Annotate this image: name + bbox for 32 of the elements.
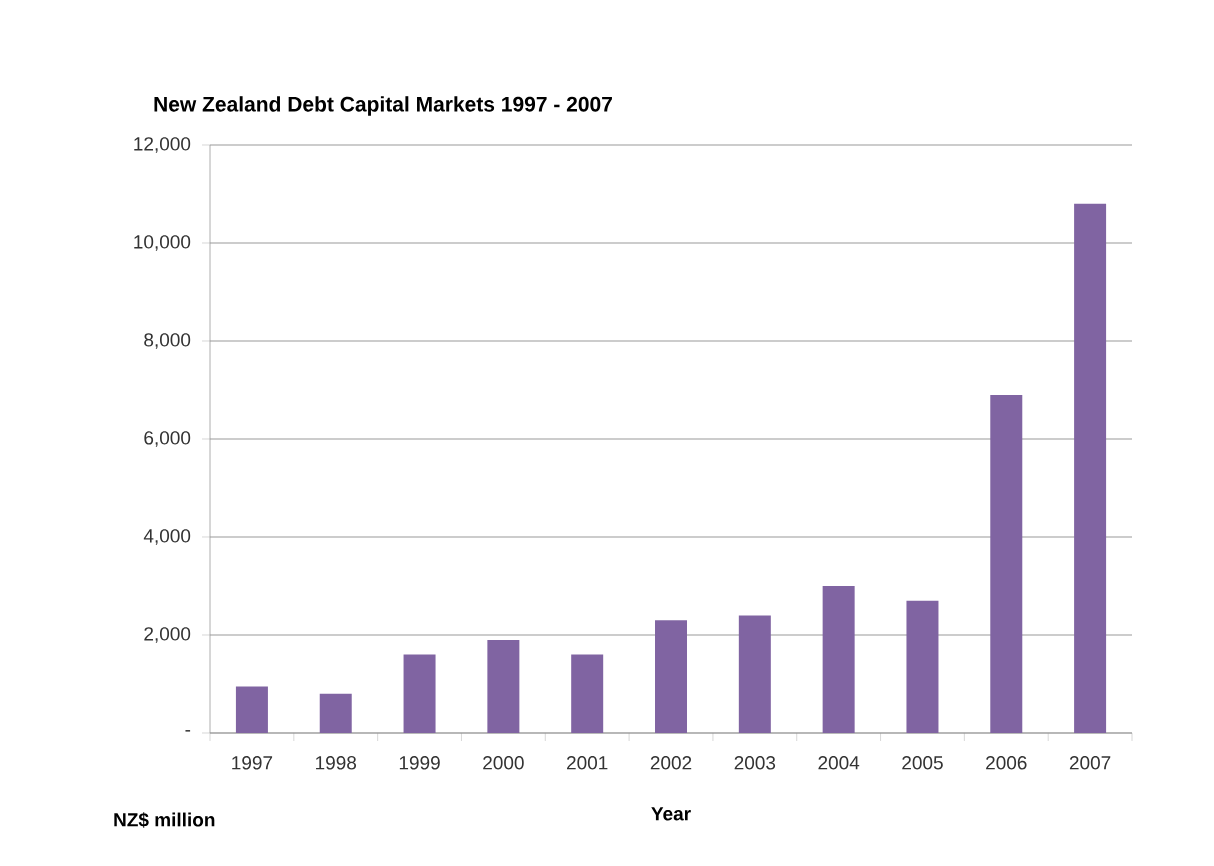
bar [319, 693, 352, 733]
y-tick-label: 12,000 [134, 137, 191, 153]
bar [403, 654, 436, 733]
x-tick-label: 2004 [818, 756, 860, 770]
x-tick-label: 1997 [232, 756, 273, 770]
y-tick-label: - [185, 730, 191, 732]
x-tick-label: 2003 [734, 756, 776, 770]
x-tick-label: 2007 [1069, 756, 1111, 770]
bar [906, 600, 939, 733]
x-tick-label: 2002 [650, 756, 692, 770]
x-tick-label: 2000 [483, 756, 524, 770]
bar [822, 585, 855, 733]
y-tick-label: 4,000 [143, 529, 191, 545]
y-tick-label: 2,000 [144, 627, 191, 643]
bar [487, 639, 520, 733]
y-tick-label: 6,000 [144, 431, 191, 447]
bar [655, 620, 688, 733]
x-tick-label: 1998 [316, 756, 357, 770]
bar [990, 394, 1023, 733]
bar [738, 615, 771, 733]
bar [571, 654, 604, 733]
bar [1074, 203, 1107, 733]
x-tick-label: 1999 [399, 756, 440, 770]
x-tick-label: 2001 [567, 756, 608, 770]
text: NZ$ million [114, 812, 215, 828]
x-tick-label: 2005 [902, 756, 943, 770]
chart-title: New Zealand Debt Capital Markets 1997 - 2007 [154, 96, 612, 116]
y-tick-label: 10,000 [134, 235, 191, 251]
x-axis-title: Year [651, 807, 691, 821]
y-tick-label: 8,000 [144, 333, 191, 349]
x-tick-label: 2006 [986, 756, 1027, 770]
bar [235, 686, 268, 733]
